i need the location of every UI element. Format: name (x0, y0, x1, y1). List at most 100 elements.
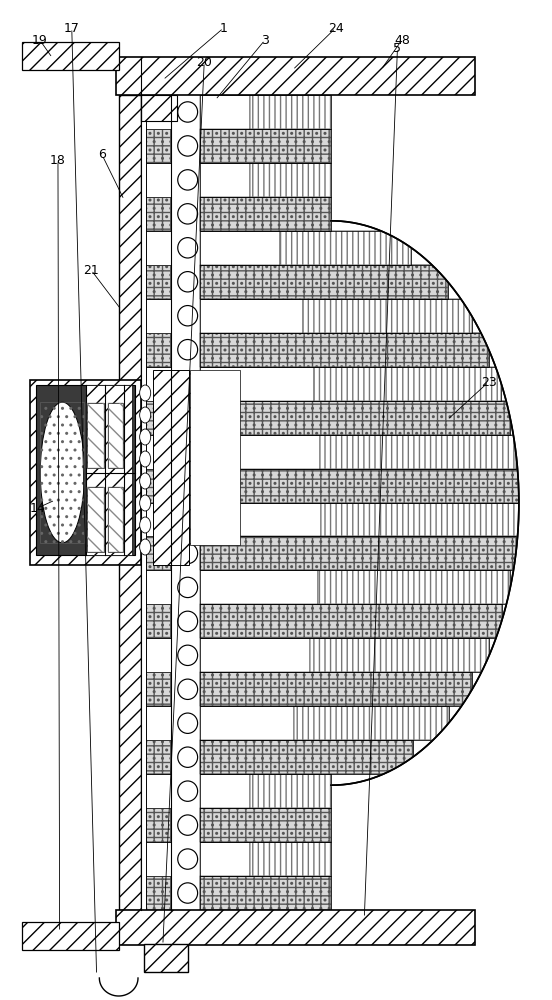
Bar (200, 299, 303, 333)
Bar (200, 435, 516, 469)
Bar (141, 95, 146, 910)
Bar (141, 265, 171, 299)
Bar (200, 197, 331, 231)
Bar (141, 265, 171, 299)
Bar (141, 265, 171, 299)
Bar (141, 876, 171, 910)
Bar (141, 299, 171, 333)
Bar (141, 401, 171, 435)
Polygon shape (331, 95, 552, 910)
Ellipse shape (140, 473, 151, 489)
Bar (87, 487, 104, 552)
Bar (200, 808, 331, 842)
Bar (141, 333, 171, 367)
Bar (200, 129, 331, 163)
Bar (141, 95, 177, 121)
Bar (200, 129, 331, 163)
Text: 14: 14 (30, 502, 45, 514)
Text: 5: 5 (394, 41, 401, 54)
Bar (108, 487, 123, 552)
Ellipse shape (178, 713, 198, 733)
Bar (141, 808, 171, 842)
Bar (116, 910, 475, 945)
Bar (200, 197, 331, 231)
Bar (200, 876, 331, 910)
Bar (141, 604, 171, 638)
Bar (141, 740, 171, 774)
Bar (200, 808, 331, 842)
Bar (200, 265, 448, 299)
Bar (141, 876, 171, 910)
Bar (200, 672, 472, 706)
Bar (141, 536, 171, 570)
Bar (141, 95, 171, 129)
Bar (108, 487, 123, 552)
Bar (141, 740, 171, 774)
Bar (200, 604, 502, 638)
Ellipse shape (140, 429, 151, 445)
Bar (141, 536, 171, 570)
Bar (200, 469, 518, 503)
Bar (320, 435, 516, 469)
Bar (141, 604, 171, 638)
Bar (280, 231, 411, 265)
Bar (200, 774, 250, 808)
Bar (200, 604, 502, 638)
Ellipse shape (178, 645, 198, 666)
Bar (141, 197, 171, 231)
Bar (141, 808, 171, 842)
Bar (141, 129, 171, 163)
Ellipse shape (178, 577, 198, 598)
Bar (200, 197, 331, 231)
Bar (141, 604, 171, 638)
Bar (141, 265, 171, 299)
Bar (303, 299, 471, 333)
Bar (141, 129, 171, 163)
Bar (200, 333, 489, 367)
Bar (22, 922, 119, 950)
Bar (318, 570, 510, 604)
Bar (200, 706, 294, 740)
Bar (200, 401, 510, 435)
Bar (141, 401, 171, 435)
Bar (87, 403, 104, 468)
Bar (320, 435, 516, 469)
Text: 23: 23 (481, 375, 496, 388)
Ellipse shape (178, 747, 198, 767)
Bar (200, 265, 448, 299)
Text: 6: 6 (98, 148, 106, 161)
Bar (200, 299, 471, 333)
Bar (141, 333, 171, 367)
Bar (310, 638, 489, 672)
Bar (144, 944, 188, 972)
Bar (116, 57, 475, 95)
Bar (119, 95, 141, 910)
Bar (250, 842, 331, 876)
Bar (315, 367, 501, 401)
Ellipse shape (178, 543, 198, 564)
Bar (141, 197, 171, 231)
Bar (141, 197, 171, 231)
Ellipse shape (178, 102, 198, 122)
Bar (200, 536, 516, 570)
Bar (141, 740, 171, 774)
Bar (200, 774, 331, 808)
Bar (141, 469, 171, 503)
Bar (250, 163, 331, 197)
Text: 20: 20 (197, 55, 212, 68)
Text: 24: 24 (328, 21, 343, 34)
Bar (200, 129, 331, 163)
Ellipse shape (178, 781, 198, 801)
Ellipse shape (140, 539, 151, 555)
Ellipse shape (178, 407, 198, 428)
Ellipse shape (178, 272, 198, 292)
Bar (141, 672, 171, 706)
Bar (294, 706, 449, 740)
Bar (200, 401, 510, 435)
Bar (141, 469, 171, 503)
Bar (200, 163, 250, 197)
Bar (318, 570, 510, 604)
Bar (200, 231, 411, 265)
Ellipse shape (178, 238, 198, 258)
Bar (200, 469, 518, 503)
